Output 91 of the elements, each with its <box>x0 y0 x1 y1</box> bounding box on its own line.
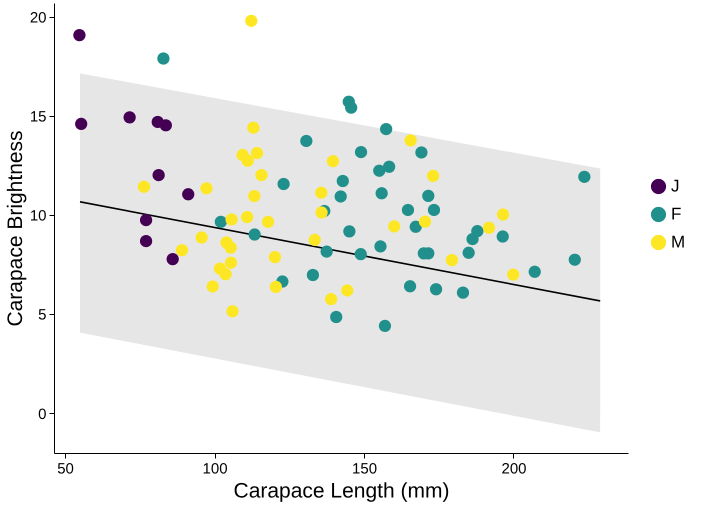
point <box>336 174 349 188</box>
point <box>578 170 590 183</box>
point <box>528 266 541 278</box>
point <box>268 251 282 264</box>
x-tick-label: 200 <box>501 460 527 478</box>
point <box>277 178 290 190</box>
point <box>334 190 347 203</box>
point <box>248 228 261 241</box>
point <box>196 231 208 244</box>
point <box>326 155 340 168</box>
y-tick-label: 10 <box>30 208 46 225</box>
legend-label: M <box>671 232 686 252</box>
point <box>456 286 470 299</box>
point <box>380 122 392 136</box>
point <box>140 214 152 226</box>
point <box>206 280 219 293</box>
point <box>315 186 328 199</box>
point <box>404 280 416 292</box>
point <box>225 213 238 226</box>
point <box>373 164 386 177</box>
point <box>426 170 440 182</box>
point <box>383 160 396 173</box>
point <box>241 210 254 224</box>
point <box>415 146 428 159</box>
point <box>214 216 227 228</box>
point <box>300 134 312 148</box>
point <box>140 234 152 248</box>
point <box>388 220 400 233</box>
point <box>462 246 475 259</box>
point <box>306 268 320 282</box>
point <box>496 208 510 221</box>
point <box>341 284 354 297</box>
point <box>255 168 268 182</box>
point <box>152 168 165 182</box>
legend-label: F <box>671 204 682 224</box>
point <box>428 204 440 216</box>
point <box>507 268 520 281</box>
point <box>226 305 239 318</box>
point <box>224 256 238 269</box>
point <box>182 188 194 200</box>
y-tick-label: 5 <box>38 306 46 324</box>
point <box>345 102 358 114</box>
legend-label: J <box>671 176 680 196</box>
point <box>422 190 434 202</box>
x-axis-title: Carapace Length (mm) <box>234 480 450 502</box>
point <box>248 190 260 202</box>
point <box>374 240 387 253</box>
point <box>568 254 581 266</box>
point <box>200 182 213 194</box>
point <box>224 242 237 254</box>
point <box>404 134 417 146</box>
point <box>75 118 88 130</box>
y-axis-title: Carapace Brightness <box>4 130 27 327</box>
point <box>166 253 179 266</box>
point <box>250 146 264 160</box>
point <box>378 320 392 332</box>
point <box>320 245 333 258</box>
point <box>410 220 422 233</box>
point <box>73 29 86 42</box>
point <box>157 52 170 65</box>
x-tick-label: 150 <box>352 460 378 478</box>
point <box>219 268 232 280</box>
x-tick-label: 50 <box>57 460 74 478</box>
point <box>466 232 479 246</box>
point <box>176 244 188 256</box>
point <box>124 111 136 124</box>
point <box>270 280 282 293</box>
point <box>330 310 342 324</box>
y-tick-label: 0 <box>38 406 46 423</box>
point <box>242 154 254 167</box>
y-tick-label: 20 <box>30 9 46 26</box>
point <box>245 14 258 27</box>
point <box>343 225 356 238</box>
point <box>446 254 458 266</box>
point <box>160 119 172 132</box>
x-tick-label: 100 <box>202 460 228 478</box>
point <box>482 222 496 234</box>
point <box>418 216 432 228</box>
point <box>308 234 321 246</box>
point <box>354 248 367 260</box>
point <box>402 204 414 216</box>
point <box>430 283 442 296</box>
y-tick-label: 15 <box>30 108 46 126</box>
point <box>496 230 509 243</box>
point <box>376 187 388 200</box>
point <box>354 146 368 158</box>
point <box>315 206 328 219</box>
point <box>262 216 274 228</box>
point <box>247 122 260 134</box>
point <box>325 293 338 306</box>
point <box>138 180 150 193</box>
